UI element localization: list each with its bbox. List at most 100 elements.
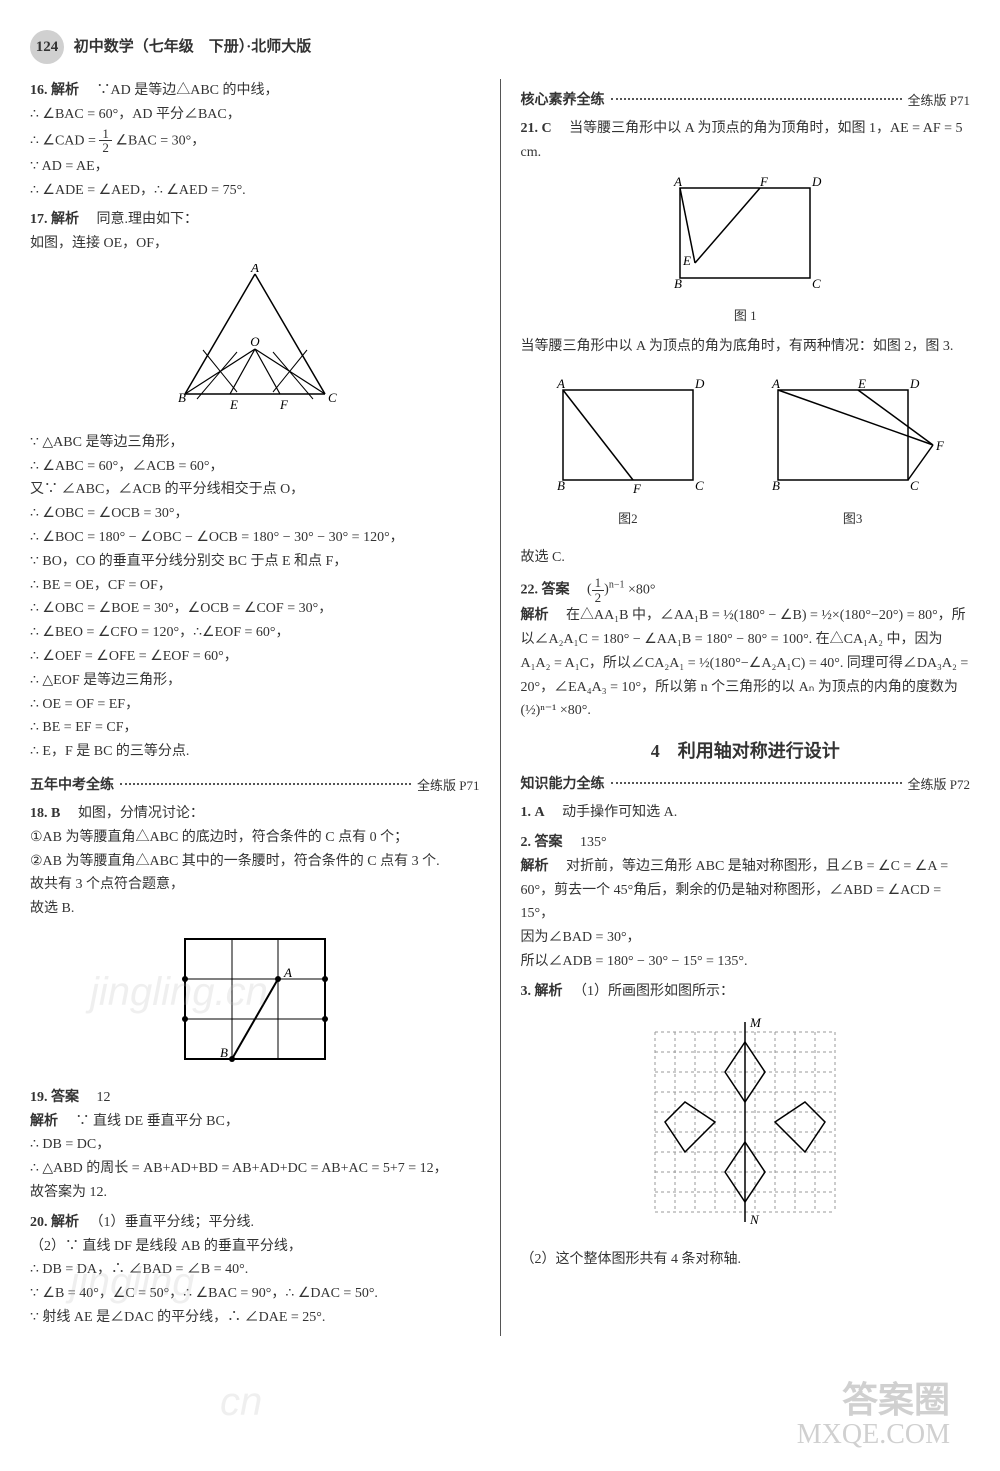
- text: 故选 C.: [521, 550, 565, 565]
- text: ①AB 为等腰直角△ABC 的底边时，符合条件的 C 点有 0 个；: [30, 830, 408, 845]
- text: ∴ ∠CAD =: [30, 133, 99, 148]
- section-title: 知识能力全练: [521, 773, 605, 793]
- text: ∴ BE = EF = CF，: [30, 720, 138, 735]
- text: ∴ OE = OF = EF，: [30, 697, 139, 712]
- problem-num: 22.: [521, 582, 539, 597]
- section-ref: 全练版 P71: [908, 90, 970, 109]
- text: ∴ △EOF 是等边三角形，: [30, 673, 181, 688]
- text: ∵ ∠B = 40°，∠C = 50°，∴ ∠BAC = 90°，∴ ∠DAC …: [30, 1286, 378, 1301]
- problem-18: 18. B 如图，分情况讨论： ①AB 为等腰直角△ABC 的底边时，符合条件的…: [30, 802, 480, 1078]
- problem-19: 19. 答案 12 解析 ∵ 直线 DE 垂直平分 BC， ∴ DB = DC，…: [30, 1086, 480, 1205]
- problem-22: 22. 答案 (12)n−1 ×80° 解析 在△AA₁B 中，∠AA₁B = …: [521, 576, 971, 723]
- svg-text:D: D: [811, 174, 822, 189]
- svg-text:E: E: [682, 253, 691, 268]
- text: ∴ ∠ADE = ∠AED，∴ ∠AED = 75°.: [30, 183, 246, 198]
- section-ref: 全练版 P72: [908, 774, 970, 793]
- svg-text:F: F: [759, 174, 769, 189]
- text: 所以∠ADB = 180° − 30° − 15° = 135°.: [521, 954, 748, 969]
- text: ∴ BE = OE，CF = OF，: [30, 578, 172, 593]
- text: ∴ ∠OEF = ∠OFE = ∠EOF = 60°，: [30, 649, 238, 664]
- brand: 答案圈: [797, 1381, 950, 1421]
- fig-label: 图2: [543, 508, 713, 530]
- svg-text:A: A: [673, 174, 682, 189]
- problem-20: 20. 解析 （1）垂直平分线；平分线. （2）∵ 直线 DF 是线段 AB 的…: [30, 1211, 480, 1330]
- section-core: 核心素养全练 全练版 P71: [521, 89, 971, 109]
- page-number: 124: [30, 30, 64, 64]
- problem-label: 解析: [521, 859, 549, 874]
- page-title: 初中数学（七年级 下册）·北师大版: [74, 39, 312, 55]
- svg-text:B: B: [178, 390, 186, 405]
- text: ∵ 射线 AE 是∠DAC 的平分线，∴ ∠DAE = 25°.: [30, 1310, 325, 1325]
- answer-expr: (12)n−1: [587, 582, 624, 597]
- dots: [120, 783, 411, 785]
- brand-url: MXQE.COM: [797, 1420, 950, 1451]
- svg-text:D: D: [909, 376, 920, 391]
- column-divider: [500, 79, 501, 1336]
- text: ×80°: [628, 582, 656, 597]
- figure-r3: M N: [521, 1012, 971, 1241]
- text: 如图，连接 OE，OF，: [30, 236, 168, 251]
- svg-text:C: C: [812, 276, 821, 291]
- text: 故选 B.: [30, 901, 74, 916]
- answer: B: [51, 806, 60, 821]
- problem-num: 16.: [30, 83, 48, 98]
- svg-text:A: A: [556, 376, 565, 391]
- svg-text:A: A: [283, 965, 292, 980]
- problem-num: 21.: [521, 121, 539, 136]
- answer: 12: [97, 1090, 111, 1105]
- watermark: cn: [220, 1380, 262, 1425]
- text: （1）所画图形如图所示：: [580, 984, 734, 999]
- problem-r3: 3. 解析 （1）所画图形如图所示：: [521, 980, 971, 1272]
- text: ∴ DB = DC，: [30, 1137, 110, 1152]
- answer-label: 答案: [51, 1090, 79, 1105]
- problem-num: 17.: [30, 212, 48, 227]
- right-column: 核心素养全练 全练版 P71 21. C 当等腰三角形中以 A 为顶点的角为顶角…: [521, 79, 971, 1336]
- text: （2）∵ 直线 DF 是线段 AB 的垂直平分线，: [30, 1239, 302, 1254]
- figure-grid-18: A B: [30, 929, 480, 1078]
- figure-triangle-17: A O B C E F: [30, 264, 480, 423]
- problem-num: 20.: [30, 1215, 48, 1230]
- text: （1）垂直平分线；平分线.: [97, 1215, 255, 1230]
- brand-watermark: 答案圈 MXQE.COM: [797, 1381, 950, 1451]
- problem-num: 1.: [521, 805, 532, 820]
- text: ∴ △ABD 的周长 = AB+AD+BD = AB+AD+DC = AB+AC…: [30, 1161, 448, 1176]
- problem-label: 解析: [535, 984, 563, 999]
- problem-21: 21. C 当等腰三角形中以 A 为顶点的角为顶角时，如图 1，AE = AF …: [521, 117, 971, 570]
- svg-text:E: E: [857, 376, 866, 391]
- problem-r1: 1. A 动手操作可知选 A.: [521, 801, 971, 825]
- text: ∵ 直线 DE 垂直平分 BC，: [76, 1114, 239, 1129]
- svg-text:N: N: [749, 1212, 760, 1227]
- left-column: 16. 解析 ∵AD 是等边△ABC 的中线， ∴ ∠BAC = 60°，AD …: [30, 79, 480, 1336]
- svg-text:C: C: [328, 390, 337, 405]
- text: ∵AD 是等边△ABC 的中线，: [97, 83, 279, 98]
- text: ∴ ∠BEO = ∠CFO = 120°，∴∠EOF = 60°，: [30, 625, 290, 640]
- text: 又∵ ∠ABC，∠ACB 的平分线相交于点 O，: [30, 482, 304, 497]
- svg-text:A: A: [250, 264, 259, 275]
- svg-text:C: C: [910, 478, 919, 493]
- section-title: 五年中考全练: [30, 774, 114, 794]
- svg-text:B: B: [557, 478, 565, 493]
- answer: 135°: [580, 835, 607, 850]
- page-header: 124 初中数学（七年级 下册）·北师大版: [30, 30, 970, 64]
- svg-text:D: D: [694, 376, 705, 391]
- problem-label: 解析: [521, 608, 549, 623]
- problem-label: 解析: [51, 212, 79, 227]
- text: 动手操作可知选 A.: [562, 805, 677, 820]
- svg-text:A: A: [771, 376, 780, 391]
- section-knowledge: 知识能力全练 全练版 P72: [521, 773, 971, 793]
- svg-text:E: E: [229, 397, 238, 412]
- answer-label: 答案: [542, 582, 570, 597]
- problem-num: 18.: [30, 806, 48, 821]
- section-title: 核心素养全练: [521, 89, 605, 109]
- problem-r2: 2. 答案 135° 解析 对折前，等边三角形 ABC 是轴对称图形，且∠B =…: [521, 831, 971, 974]
- text: 同意.理由如下：: [97, 212, 199, 227]
- svg-text:F: F: [632, 481, 642, 495]
- answer: A: [535, 805, 545, 820]
- problem-label: 解析: [30, 1114, 58, 1129]
- problem-num: 19.: [30, 1090, 48, 1105]
- text: ∴ E，F 是 BC 的三等分点.: [30, 744, 189, 759]
- svg-text:B: B: [674, 276, 682, 291]
- text: ∴ ∠BAC = 60°，AD 平分∠BAC，: [30, 107, 241, 122]
- svg-text:B: B: [220, 1045, 228, 1060]
- fig-label: 图3: [758, 508, 948, 530]
